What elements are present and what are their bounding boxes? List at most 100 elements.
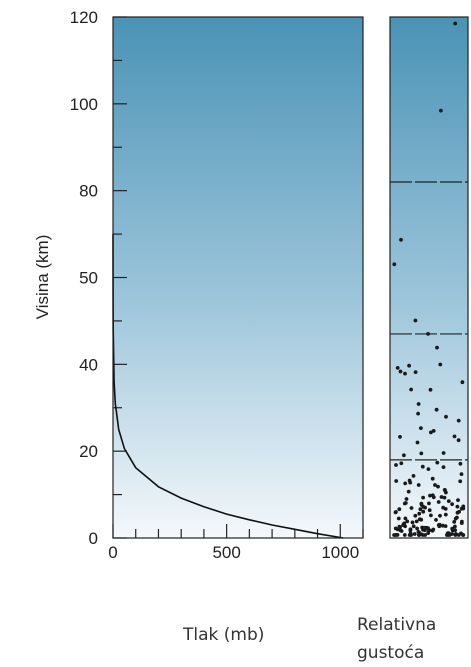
density-dot: [444, 414, 448, 419]
density-dot: [450, 502, 454, 506]
density-dot: [433, 483, 437, 487]
density-dot: [459, 472, 464, 476]
density-dot: [399, 529, 404, 533]
density-dot: [453, 21, 458, 26]
density-dot: [435, 460, 440, 465]
density-dot: [455, 504, 460, 509]
density-dot: [419, 503, 424, 507]
density-dot: [426, 531, 431, 535]
density-dot: [411, 524, 416, 529]
density-dot: [455, 510, 460, 515]
y-tick-label: 0: [89, 529, 98, 548]
density-dot: [458, 461, 463, 466]
density-dot: [408, 531, 413, 536]
density-label-line: Relativna: [357, 615, 437, 635]
density-dot: [398, 369, 403, 374]
density-dot: [418, 507, 423, 512]
density-dot: [415, 526, 419, 531]
density-dot: [431, 495, 436, 500]
density-dot: [394, 479, 399, 483]
density-dot: [417, 533, 421, 537]
density-dot: [430, 528, 435, 533]
density-dot: [396, 516, 401, 521]
density-dot: [458, 479, 463, 484]
density-column: [389, 16, 469, 539]
density-dot: [405, 519, 410, 524]
density-dot: [455, 515, 459, 520]
density-dot: [428, 493, 432, 498]
density-dot: [426, 467, 431, 471]
y-axis-title: Visina (km): [33, 235, 52, 320]
density-dot: [427, 508, 432, 513]
density-dot: [411, 474, 416, 478]
density-dot: [434, 407, 439, 412]
density-dot: [399, 461, 404, 466]
density-dot: [434, 518, 438, 522]
density-dot: [421, 495, 425, 500]
density-dot: [408, 480, 413, 485]
density-dot: [450, 532, 454, 536]
density-dot: [428, 387, 433, 392]
density-dot: [441, 505, 446, 510]
density-dot: [417, 511, 422, 516]
density-dot: [397, 507, 402, 512]
density-dot: [456, 438, 461, 443]
plot-area: [113, 17, 363, 538]
density-dot: [409, 387, 413, 392]
density-dot: [452, 520, 457, 524]
density-dot: [419, 451, 424, 456]
density-dot: [453, 524, 457, 529]
density-dot: [438, 513, 442, 518]
density-dot: [416, 483, 421, 487]
density-dot: [440, 523, 445, 528]
density-dot: [395, 366, 400, 370]
density-dot: [415, 440, 420, 445]
density-dot: [413, 318, 418, 323]
density-dot: [453, 528, 457, 532]
density-dot: [413, 370, 418, 374]
density-dot: [419, 426, 423, 430]
density-dot: [398, 435, 402, 439]
density-dot: [456, 418, 461, 423]
density-dot: [436, 500, 441, 504]
density-dot: [409, 506, 414, 510]
density-dot: [442, 488, 447, 492]
density-dot: [446, 499, 451, 503]
density-dot: [394, 510, 398, 514]
density-dot: [421, 509, 426, 514]
density-column-bg: [390, 17, 468, 538]
y-tick-label: 100: [70, 95, 98, 114]
density-dot: [404, 497, 409, 501]
density-dot: [442, 495, 447, 500]
density-axis-title: Relativna gustoća: [357, 611, 469, 667]
density-dot: [392, 262, 397, 267]
density-dot: [459, 521, 464, 525]
density-dot: [429, 430, 433, 435]
density-dot: [430, 476, 435, 481]
density-dot: [420, 464, 425, 469]
density-dot: [450, 526, 455, 531]
density-dot: [408, 527, 413, 532]
density-dot: [402, 453, 406, 458]
density-dot: [402, 533, 407, 537]
density-dot: [461, 533, 466, 537]
y-tick-label: 20: [79, 442, 98, 461]
density-dot: [441, 451, 446, 455]
density-dot: [416, 402, 421, 406]
density-dot: [414, 519, 419, 524]
plot-border: [112, 16, 364, 539]
density-dot: [403, 481, 408, 486]
x-tick-labels: 0 500 1000: [108, 543, 359, 562]
density-dot: [403, 501, 408, 505]
density-dot: [439, 495, 444, 499]
density-dot: [403, 516, 408, 521]
density-dot: [398, 525, 402, 530]
density-dot: [423, 505, 427, 510]
y-tick-label: 80: [79, 182, 98, 201]
x-tick-label: 0: [108, 543, 117, 562]
density-dot: [421, 527, 425, 532]
pressure-chart: 0 500 1000 0 20 40 50 80 100 120 Visina (km): [33, 8, 364, 562]
pressure-density-figure: 0 500 1000 0 20 40 50 80 100 120 Visina (km): [33, 8, 469, 562]
density-dot: [399, 237, 403, 242]
y-tick-label: 120: [70, 8, 98, 27]
